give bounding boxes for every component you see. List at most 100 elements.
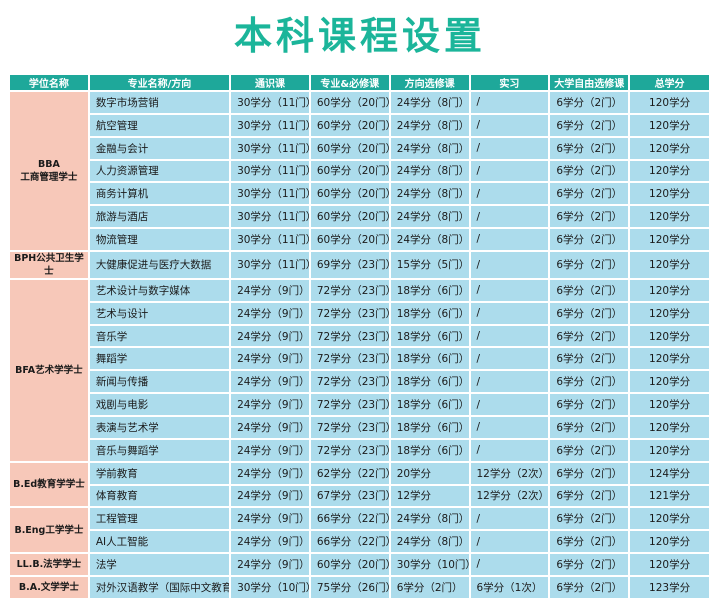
major-name-cell: 艺术设计与数字媒体 bbox=[89, 279, 230, 301]
credit-cell: 120学分 bbox=[630, 371, 709, 393]
degree-name-line: B.A.文学学士 bbox=[18, 581, 79, 593]
credit-cell: 18学分（6门） bbox=[390, 371, 469, 393]
credit-cell: / bbox=[470, 160, 549, 182]
credit-cell: 18学分（6门） bbox=[390, 439, 469, 461]
credit-cell: 72学分（23门） bbox=[310, 416, 389, 438]
credit-cell: 30学分（11门） bbox=[231, 206, 309, 228]
credit-cell: 75学分（26门） bbox=[310, 576, 389, 598]
major-name-cell: 人力资源管理 bbox=[89, 160, 230, 182]
credit-cell: / bbox=[470, 554, 549, 575]
major-name-cell: 数字市场营销 bbox=[89, 92, 230, 113]
credit-cell: 18学分（6门） bbox=[390, 279, 469, 301]
credit-cell: / bbox=[470, 137, 549, 159]
credit-cell: 121学分 bbox=[630, 485, 709, 507]
table-row: LL.B.法学学士 法学 24学分（9门） 60学分（20门） 30学分（10门）/6学… bbox=[10, 554, 709, 575]
degree-name-line: 工商管理学士 bbox=[20, 171, 78, 183]
credit-cell: 18学分（6门） bbox=[390, 302, 469, 324]
credit-cell: 6学分（2门） bbox=[550, 114, 629, 136]
credit-cell: / bbox=[470, 325, 549, 347]
degree-name-cell: B.A.文学学士 bbox=[10, 576, 88, 598]
degree-name-cell: B.Ed教育学学士 bbox=[10, 462, 88, 507]
credit-cell: 6学分（2门） bbox=[550, 183, 629, 205]
credit-cell: 60学分（20门） bbox=[310, 114, 389, 136]
degree-name-line: BPH公共卫生学士 bbox=[14, 252, 84, 277]
column-header: 专业&必修课 bbox=[310, 75, 389, 90]
credit-cell: 18学分（6门） bbox=[390, 348, 469, 370]
credit-cell: 6学分（2门） bbox=[550, 439, 629, 461]
credit-cell: 24学分（9门） bbox=[231, 371, 309, 393]
credit-cell: 66学分（22门） bbox=[310, 531, 389, 553]
table-row: BFA艺术学学士 艺术设计与数字媒体 24学分（9门） 72学分（23门） 18学分（6… bbox=[10, 279, 709, 461]
credit-cell: 6学分（2门） bbox=[550, 279, 629, 301]
major-name-cell: 艺术与设计 bbox=[89, 302, 230, 324]
credit-cell: 24学分（9门） bbox=[231, 394, 309, 415]
credit-cell: / bbox=[470, 229, 549, 250]
credit-cell: 24学分（8门） bbox=[390, 160, 469, 182]
credit-cell: 6学分（2门） bbox=[550, 348, 629, 370]
credit-cell: / bbox=[470, 92, 549, 113]
degree-name-line: B.Ed教育学学士 bbox=[13, 479, 85, 490]
credit-cell: / bbox=[470, 251, 549, 278]
credit-cell: 6学分（2门） bbox=[550, 554, 629, 575]
credit-cell: 20学分 bbox=[390, 462, 469, 484]
major-name-cell: 旅游与酒店 bbox=[89, 206, 230, 228]
credit-cell: 6学分（2门） bbox=[550, 394, 629, 415]
credit-cell: 120学分 bbox=[630, 206, 709, 228]
degree-name-line: BFA艺术学学士 bbox=[15, 364, 83, 376]
table-row: 表演与艺术学 24学分（9门） 72学分（23门） 18学分（6门）/6学分（2门） 1… bbox=[10, 416, 709, 438]
credit-cell: 60学分（20门） bbox=[310, 137, 389, 159]
column-header: 总学分 bbox=[630, 75, 709, 90]
credit-cell: 120学分 bbox=[630, 92, 709, 113]
major-name-cell: 新闻与传播 bbox=[89, 371, 230, 393]
major-name-cell: 舞蹈学 bbox=[89, 348, 230, 370]
major-name-cell: 对外汉语教学（国际中文教育） bbox=[89, 576, 230, 598]
credit-cell: / bbox=[470, 531, 549, 553]
credit-cell: 120学分 bbox=[630, 302, 709, 324]
credit-cell: / bbox=[470, 508, 549, 530]
credit-cell: 120学分 bbox=[630, 348, 709, 370]
credit-cell: 120学分 bbox=[630, 416, 709, 438]
degree-name-cell: BBA 工商管理学士 bbox=[10, 92, 88, 250]
table-row: BPH公共卫生学士 大健康促进与医疗大数据 30学分（11门） 69学分（23门） 15… bbox=[10, 251, 709, 278]
credit-cell: 6学分（2门） bbox=[550, 302, 629, 324]
table-row: 航空管理 30学分（11门） 60学分（20门） 24学分（8门）/6学分（2门） 12… bbox=[10, 114, 709, 136]
credit-cell: 18学分（6门） bbox=[390, 394, 469, 415]
table-row: 音乐与舞蹈学 24学分（9门） 72学分（23门） 18学分（6门）/6学分（2门） 1… bbox=[10, 439, 709, 461]
credit-cell: 12学分（2次） bbox=[470, 485, 549, 507]
credit-cell: 18学分（6门） bbox=[390, 416, 469, 438]
credit-cell: 60学分（20门） bbox=[310, 183, 389, 205]
credit-cell: 24学分（8门） bbox=[390, 508, 469, 530]
major-name-cell: 体育教育 bbox=[89, 485, 230, 507]
credit-cell: 24学分（9门） bbox=[231, 462, 309, 484]
credit-cell: 120学分 bbox=[630, 325, 709, 347]
credit-cell: 6学分（2门） bbox=[550, 137, 629, 159]
table-row: 新闻与传播 24学分（9门） 72学分（23门） 18学分（6门）/6学分（2门） 12… bbox=[10, 371, 709, 393]
table-row: 旅游与酒店 30学分（11门） 60学分（20门） 24学分（8门）/6学分（2门） 1… bbox=[10, 206, 709, 228]
table-row: AI人工智能 24学分（9门） 66学分（22门） 24学分（8门）/6学分（2门） 1… bbox=[10, 531, 709, 553]
credit-cell: 24学分（9门） bbox=[231, 485, 309, 507]
degree-name-cell: LL.B.法学学士 bbox=[10, 554, 88, 575]
credit-cell: 6学分（2门） bbox=[550, 576, 629, 598]
table-row: 艺术与设计 24学分（9门） 72学分（23门） 18学分（6门）/6学分（2门） 12… bbox=[10, 302, 709, 324]
credit-cell: 72学分（23门） bbox=[310, 439, 389, 461]
credit-cell: 120学分 bbox=[630, 137, 709, 159]
credit-cell: 24学分（8门） bbox=[390, 229, 469, 250]
credit-cell: 24学分（8门） bbox=[390, 114, 469, 136]
credit-cell: 24学分（9门） bbox=[231, 416, 309, 438]
major-name-cell: AI人工智能 bbox=[89, 531, 230, 553]
credit-cell: / bbox=[470, 302, 549, 324]
credit-cell: 30学分（10门） bbox=[231, 576, 309, 598]
credit-cell: 120学分 bbox=[630, 183, 709, 205]
credit-cell: / bbox=[470, 348, 549, 370]
major-name-cell: 金融与会计 bbox=[89, 137, 230, 159]
column-header: 专业名称/方向 bbox=[89, 75, 230, 90]
credit-cell: / bbox=[470, 371, 549, 393]
credit-cell: 6学分（2门） bbox=[550, 485, 629, 507]
credit-cell: 24学分（8门） bbox=[390, 183, 469, 205]
credit-cell: 18学分（6门） bbox=[390, 325, 469, 347]
credit-cell: / bbox=[470, 416, 549, 438]
credit-cell: 72学分（23门） bbox=[310, 279, 389, 301]
credit-cell: 62学分（22门） bbox=[310, 462, 389, 484]
credit-cell: 120学分 bbox=[630, 251, 709, 278]
credit-cell: 30学分（11门） bbox=[231, 251, 309, 278]
